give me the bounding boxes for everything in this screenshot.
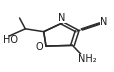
Text: NH₂: NH₂ (77, 54, 96, 64)
Text: O: O (36, 42, 43, 52)
Text: N: N (58, 13, 65, 23)
Text: HO: HO (3, 35, 18, 45)
Text: N: N (100, 17, 107, 27)
